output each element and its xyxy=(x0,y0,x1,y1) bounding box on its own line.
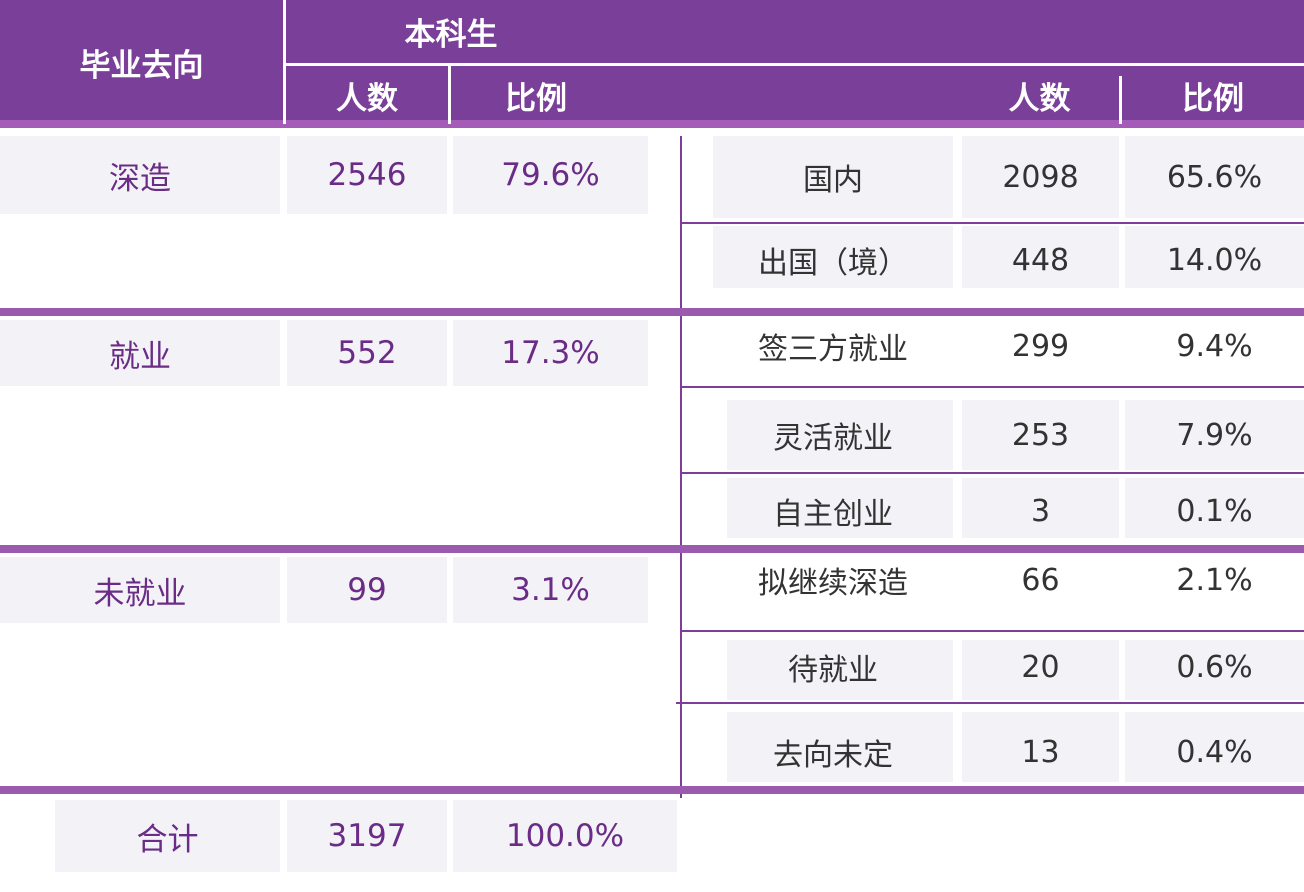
header-ratio: 比例 xyxy=(505,80,567,117)
detail-name: 签三方就业 xyxy=(758,332,908,367)
detail-ratio: 7.9% xyxy=(1176,417,1253,453)
section-separator xyxy=(0,545,1304,553)
detail-cell-bg xyxy=(727,400,953,470)
detail-cell-bg xyxy=(727,640,953,700)
header-bottom-band xyxy=(0,120,1304,128)
detail-cell-bg xyxy=(1125,400,1304,470)
category-ratio: 17.3% xyxy=(453,320,648,386)
detail-name: 去向未定 xyxy=(773,738,893,773)
detail-cell-bg xyxy=(962,640,1119,700)
detail-count: 13 xyxy=(1021,734,1060,770)
header-undergrad: 本科生 xyxy=(404,17,498,53)
category-count: 552 xyxy=(287,320,447,386)
detail-cell-bg xyxy=(727,712,953,782)
detail-ratio: 14.0% xyxy=(1166,242,1263,278)
total-count: 3197 xyxy=(287,800,447,872)
detail-ratio: 2.1% xyxy=(1176,562,1253,598)
detail-count: 448 xyxy=(1011,242,1070,278)
detail-cell-bg xyxy=(727,478,953,538)
detail-name: 国内 xyxy=(803,163,863,198)
detail-count: 299 xyxy=(1011,328,1070,364)
detail-ratio: 0.6% xyxy=(1176,649,1253,685)
category-count: 2546 xyxy=(287,136,447,214)
category-ratio: 79.6% xyxy=(453,136,648,214)
detail-cell-bg xyxy=(1125,640,1304,700)
header-count: 人数 xyxy=(336,80,398,117)
row-divider xyxy=(680,472,1304,474)
header-divider xyxy=(1119,76,1122,124)
row-divider xyxy=(680,630,1304,632)
category-name: 深造 xyxy=(0,136,280,214)
detail-count: 66 xyxy=(1021,562,1060,598)
detail-count: 253 xyxy=(1011,417,1070,453)
category-count: 99 xyxy=(287,557,447,623)
header-sub-ratio: 比例 xyxy=(1182,80,1244,117)
detail-cell-bg xyxy=(713,136,953,218)
detail-name: 自主创业 xyxy=(773,497,893,532)
detail-cell-bg xyxy=(962,712,1119,782)
detail-count: 2098 xyxy=(1002,159,1079,195)
detail-ratio: 0.4% xyxy=(1176,734,1253,770)
detail-cell-bg xyxy=(1125,226,1304,288)
row-divider xyxy=(680,386,1304,388)
category-ratio: 3.1% xyxy=(453,557,648,623)
detail-count: 3 xyxy=(1030,493,1051,529)
detail-count: 20 xyxy=(1021,649,1060,685)
header-divider xyxy=(448,66,451,124)
detail-cell-bg xyxy=(962,136,1119,218)
category-name: 就业 xyxy=(0,320,280,386)
detail-cell-bg xyxy=(1125,136,1304,218)
row-divider xyxy=(680,222,1304,224)
detail-ratio: 65.6% xyxy=(1166,159,1263,195)
row-divider xyxy=(676,702,1304,704)
header-sub-count: 人数 xyxy=(1008,80,1071,117)
header-divider xyxy=(283,0,286,124)
detail-cell-bg xyxy=(962,400,1119,470)
detail-name: 灵活就业 xyxy=(773,421,893,456)
header-destination: 毕业去向 xyxy=(79,47,204,84)
detail-name: 待就业 xyxy=(788,653,878,688)
header-divider xyxy=(286,63,1304,66)
detail-name: 出国（境） xyxy=(758,246,908,281)
total-label: 合计 xyxy=(55,800,280,872)
detail-cell-bg xyxy=(713,226,953,288)
detail-cell-bg xyxy=(962,226,1119,288)
detail-cell-bg xyxy=(962,478,1119,538)
detail-name: 拟继续深造 xyxy=(758,566,908,601)
section-separator xyxy=(0,786,1304,794)
detail-ratio: 9.4% xyxy=(1176,328,1253,364)
section-separator xyxy=(0,308,1304,316)
total-ratio: 100.0% xyxy=(453,800,677,872)
detail-cell-bg xyxy=(1125,478,1304,538)
vertical-divider xyxy=(680,136,682,798)
category-name: 未就业 xyxy=(0,557,280,623)
detail-ratio: 0.1% xyxy=(1176,493,1253,529)
detail-cell-bg xyxy=(1125,712,1304,782)
